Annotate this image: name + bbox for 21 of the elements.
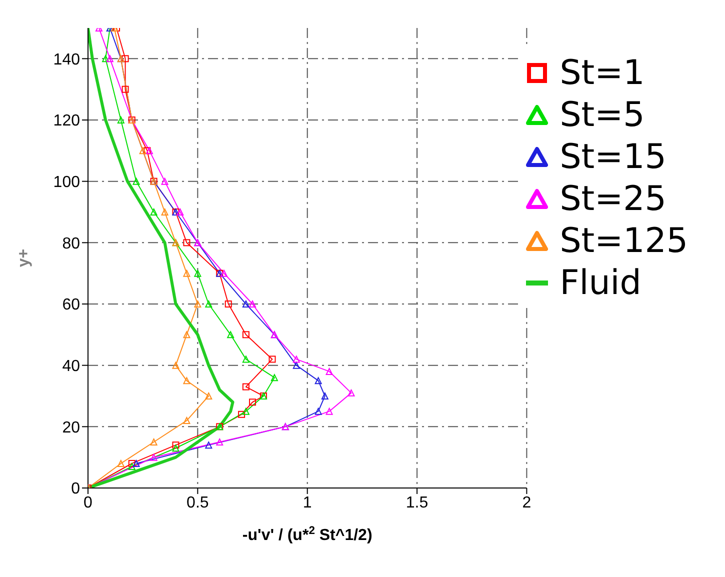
y-tick-label: 120 bbox=[53, 112, 80, 130]
y-tick-label: 60 bbox=[62, 296, 80, 314]
legend-label: St=15 bbox=[560, 136, 666, 178]
y-tick-label: 0 bbox=[71, 480, 80, 498]
legend-label: St=25 bbox=[560, 178, 666, 220]
legend-label: St=1 bbox=[560, 52, 645, 94]
y-axis-title: y+ bbox=[16, 248, 33, 268]
x-axis-title: -u'v' / (u*$^{2}$ St^1/2) bbox=[242, 525, 372, 544]
y-tick-label: 20 bbox=[62, 419, 80, 436]
x-tick-label: 1.5 bbox=[406, 494, 428, 512]
legend-label: St=125 bbox=[560, 220, 688, 262]
legend-label: Fluid bbox=[560, 262, 642, 304]
x-tick-label: 1 bbox=[302, 494, 312, 512]
y-tick-label: 40 bbox=[62, 358, 80, 376]
x-tick-label: 2 bbox=[522, 494, 532, 512]
x-tick-label: 0 bbox=[84, 494, 93, 512]
y-tick-label: 100 bbox=[53, 174, 80, 192]
y-tick-label: 80 bbox=[62, 235, 80, 252]
y-tick-label: 140 bbox=[53, 51, 80, 68]
legend-label: St=5 bbox=[560, 94, 645, 136]
x-tick-label: 0.5 bbox=[186, 494, 209, 512]
